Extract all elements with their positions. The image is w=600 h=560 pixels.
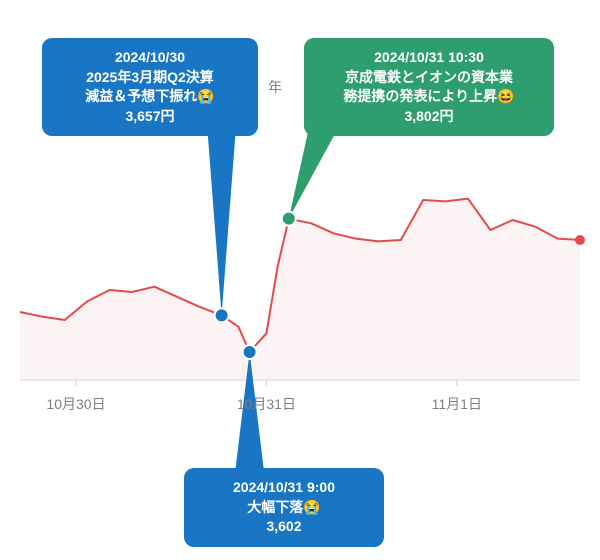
callout-line: 京成電鉄とイオンの資本業 <box>318 68 540 88</box>
callout-line: 減益＆予想下振れ😭 <box>56 87 244 107</box>
callout-line: 2024/10/31 10:30 <box>318 48 540 68</box>
callout-green1: 2024/10/31 10:30京成電鉄とイオンの資本業務提携の発表により上昇😆… <box>304 38 554 136</box>
callout-blue1: 2024/10/302025年3月期Q2決算減益＆予想下振れ😭3,657円 <box>42 38 258 136</box>
callout-line: 3,602 <box>198 517 370 537</box>
callout-blue2: 2024/10/31 9:00大幅下落😭3,602 <box>184 468 384 547</box>
callout-line: 務提携の発表により上昇😆 <box>318 87 540 107</box>
x-tick-label: 10月31日 <box>237 394 296 414</box>
callout-line: 大幅下落😭 <box>198 498 370 518</box>
callout-line: 2025年3月期Q2決算 <box>56 68 244 88</box>
callout-line: 2024/10/30 <box>56 48 244 68</box>
callout-line: 3,657円 <box>56 107 244 127</box>
callout-line: 3,802円 <box>318 107 540 127</box>
year-label: 年 <box>268 77 282 97</box>
callout-line: 2024/10/31 9:00 <box>198 478 370 498</box>
x-tick-label: 11月1日 <box>432 394 482 414</box>
x-tick-label: 10月30日 <box>46 394 105 414</box>
